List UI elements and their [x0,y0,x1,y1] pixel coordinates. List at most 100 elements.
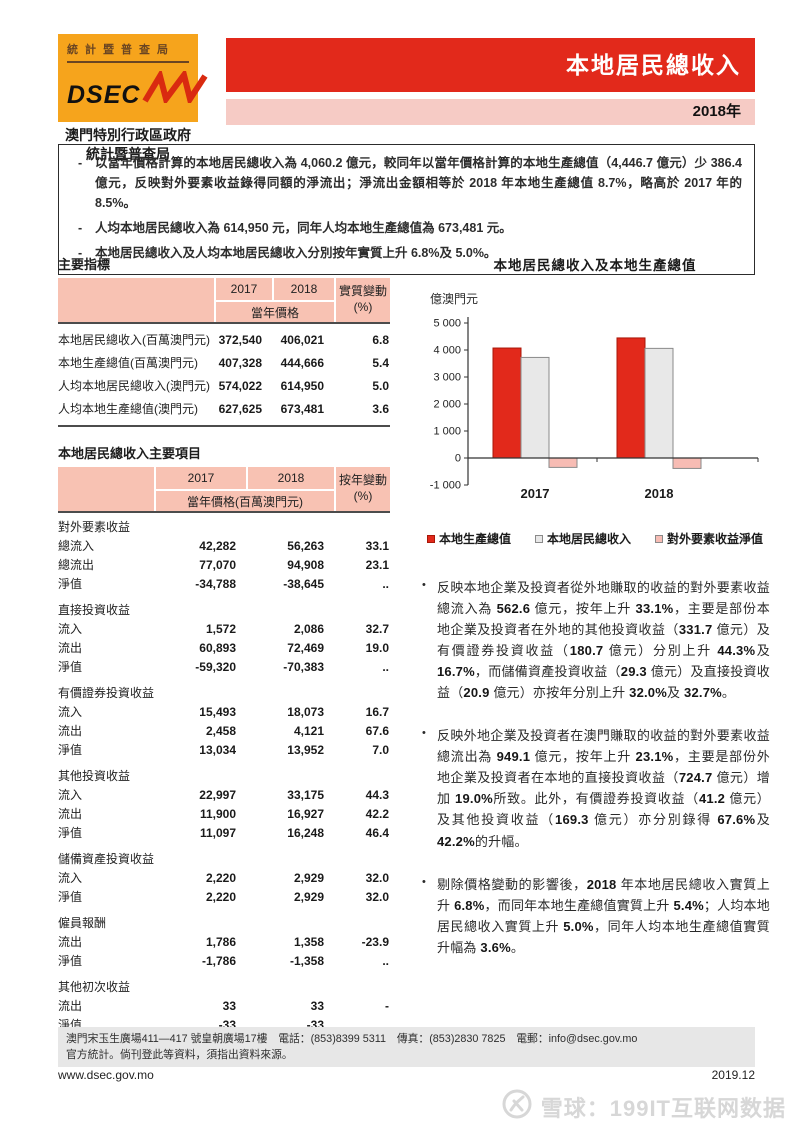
legend-item: 本地居民總收入 [534,530,631,547]
header-blank-cell [58,467,154,511]
dot-bullet: • [422,579,427,591]
summary-box: - 以當年價格計算的本地居民總收入為 4,060.2 億元，較同年以當年價格計算的… [58,144,755,275]
main-indicators-table: 2017 2018 當年價格 實質變動 (%) 本地居民總收入(百萬澳門元) 37… [58,278,390,427]
value-2018: 1,358 [293,934,324,949]
gov-line-2: 統計暨普查局 [86,145,170,162]
y-tick-label: 1 000 [433,426,461,438]
y-tick-label: 3 000 [433,372,461,384]
table-row: 淨值 13,034 13,952 7.0 [58,740,390,759]
row-label: 流出 [58,641,83,655]
row-label: 淨值 [58,577,83,591]
y-tick-label: 4 000 [433,345,461,357]
header-current-price: 當年價格(百萬澳門元) [154,489,334,511]
value-2018: 406,021 [280,332,324,347]
summary-item: - 本地居民總收入及人均本地居民總收入分別按年實質上升 6.8%及 5.0%。 [71,243,742,263]
value-2017: 627,625 [218,401,262,416]
value-change: 6.8 [372,332,389,347]
value-2017: 372,540 [218,332,262,347]
row-label: 流入 [58,788,83,802]
bar-chart: 5 000 4 000 3 000 2 000 1 000 0 -1 000 2017 2018 [430,317,759,501]
row-label: 總流入 [58,539,95,553]
group-label: 有價證券投資收益 [58,686,155,700]
row-label: 流入 [58,622,83,636]
group-label: 對外要素收益 [58,520,131,534]
number: 562.6 [496,601,531,617]
number: 3.6% [480,939,511,955]
government-title: 澳門特別行政區政府 統計暨普查局 [38,126,218,164]
header-real-change-label: 實質變動 [338,284,387,299]
table-row: 淨值 -1,786 -1,358.. [58,951,390,970]
value-change: 33.1 [365,538,389,553]
table-row: 總流入 42,282 56,263 33.1 [58,536,390,555]
legend-item: 對外要素收益淨值 [655,530,763,547]
value-2018: 33,175 [287,787,324,802]
table-row: 流出 11,900 16,927 42.2 [58,804,390,823]
table-row: 人均本地居民總收入(澳門元) 574,022 614,950 5.0 [58,374,390,397]
group-label: 其他初次收益 [58,980,131,994]
value-2017: 574,022 [218,378,262,393]
dot-bullet: • [422,875,427,888]
value-2018: -38,645 [283,576,324,591]
table-row: 人均本地生產總值(澳門元) 627,625 673,481 3.6 [58,397,390,420]
main-indicators-table-header: 2017 2018 當年價格 實質變動 (%) [58,278,390,324]
value-2017: 13,034 [199,742,236,757]
number: 42.2% [437,833,475,849]
value-change: 42.2 [365,806,389,821]
number: 949.1 [496,749,531,765]
x-category-label: 2017 [521,486,550,501]
value-change: 19.0 [365,640,389,655]
number: 6.8% [454,897,485,913]
row-label: 淨值 [58,890,83,904]
header-real-change: 實質變動 (%) [334,278,390,322]
number: 180.7 [569,643,604,659]
number: 41.2 [698,791,726,807]
group-label: 其他投資收益 [58,769,131,783]
value-2018: -70,383 [283,659,324,674]
analysis-bullet-item: • 反映外地企業及投資者在澳門賺取的收益的對外要素收益總流出為 949.1 億元，… [422,727,771,849]
table-row: 流入 15,493 18,073 16.7 [58,702,390,721]
group-label: 直接投資收益 [58,603,131,617]
bar-本地生產總值 [616,337,646,459]
value-2018: 94,908 [287,557,324,572]
group-label: 儲備資產投資收益 [58,852,155,866]
value-2018: 2,929 [293,870,324,885]
logo-bureau-text: 統計暨普查局 [67,41,189,63]
footer-note: 官方統計。倘刊登此等資料，須指出資料來源。 [66,1049,293,1062]
header-blank-cell [58,278,214,322]
table-row: 淨值 2,220 2,929 32.0 [58,887,390,906]
value-2017: 77,070 [199,557,236,572]
value-2018: 72,469 [287,640,324,655]
table-row: 流入 1,572 2,086 32.7 [58,619,390,638]
value-2017: 11,900 [199,806,236,821]
number: 67.6% [717,812,756,828]
footer-address: 澳門宋玉生廣場411—417 號皇朝廣場17樓 電話：(853)8399 531… [66,1033,638,1045]
value-2017: -1,786 [201,953,236,968]
header-yoy-change-unit: (%) [353,489,373,503]
number: 2018 [586,876,617,892]
table-row: 流入 2,220 2,929 32.0 [58,868,390,887]
header-2018: 2018 [272,278,334,300]
summary-item: - 人均本地居民總收入為 614,950 元，同年人均本地生產總值為 673,48… [71,218,742,238]
value-change: 3.6 [372,401,389,416]
bar-對外要素收益淨值 [672,457,702,469]
dash-bullet: - [78,221,83,235]
table-row: 本地生產總值(百萬澳門元) 407,328 444,666 5.4 [58,351,390,374]
value-change: 32.7 [365,621,389,636]
value-2017: 407,328 [218,355,262,370]
number: 44.3% [717,643,756,659]
value-2018: 2,086 [293,621,324,636]
number: 5.4% [673,897,704,913]
table-row: 總流出 77,070 94,908 23.1 [58,555,390,574]
x-category-label: 2018 [645,486,674,501]
table-row: 流出 60,893 72,469 19.0 [58,638,390,657]
header-2017: 2017 [154,467,246,489]
main-indicators-table-body: 本地居民總收入(百萬澳門元) 372,540 406,021 6.8 本地生產總值(百萬… [58,324,390,425]
table-row: 淨值 11,097 16,248 46.4 [58,823,390,842]
header-current-price: 當年價格 [214,300,334,322]
table-row: 流入 22,997 33,175 44.3 [58,785,390,804]
row-label: 流出 [58,724,83,738]
footer-strip: 澳門宋玉生廣場411—417 號皇朝廣場17樓 電話：(853)8399 531… [58,1027,755,1068]
value-2017: 60,893 [199,640,236,655]
value-2017: 42,282 [199,538,236,553]
value-2017: 22,997 [199,787,236,802]
